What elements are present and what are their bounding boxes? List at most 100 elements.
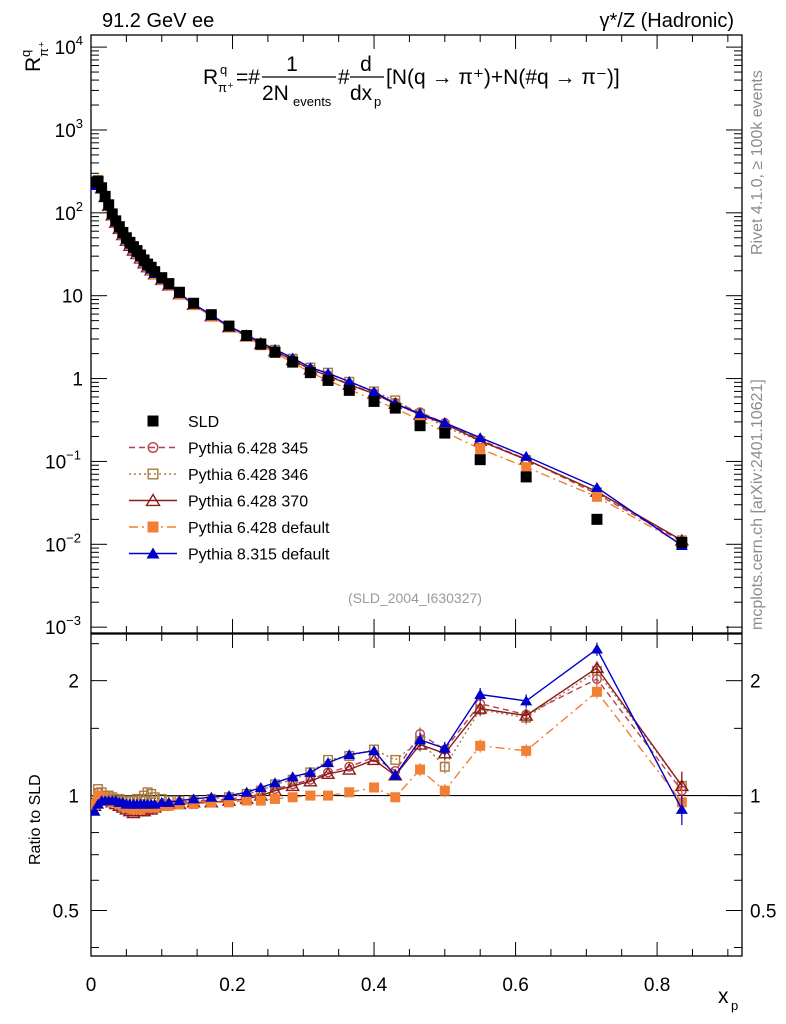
ratio-point-pythia-6-428-default: [415, 764, 426, 775]
ratio-point-pythia-8-315-default: [389, 769, 402, 780]
y-tick-label: 102: [55, 199, 83, 225]
ratio-point-pythia-6-428-345: [344, 761, 355, 772]
y-tick-label: 10−3: [45, 613, 81, 639]
ratio-tick-label-right: 2: [750, 672, 761, 693]
main-point-sld: [156, 272, 168, 284]
ratio-point-pythia-6-428-370: [437, 746, 453, 759]
main-point-sld: [173, 286, 185, 298]
formula-frac1-num: 1: [286, 53, 298, 76]
main-point-sld: [389, 402, 401, 414]
x-axis-title-main: x: [718, 985, 729, 1008]
ratio-point-pythia-6-428-default: [223, 797, 234, 808]
legend-marker-pythia-6-428-370: [145, 493, 161, 507]
ratio-point-pythia-8-315-default: [162, 796, 175, 807]
ratio-point-pythia-8-315-default: [590, 643, 603, 654]
x-tick-label: 0.6: [502, 975, 528, 996]
main-point-sld: [149, 266, 161, 278]
header-energy-label: 91.2 GeV ee: [102, 10, 214, 32]
main-point-pythia-8-315-default: [474, 432, 487, 443]
ratio-point-pythia-8-315-default: [520, 695, 533, 706]
legend-marker-pythia-6-428-345: [147, 442, 159, 454]
y-tick-label: 104: [55, 33, 83, 59]
formula-r-sub: π⁺: [218, 80, 234, 95]
main-point-sld: [241, 330, 253, 342]
main-point-pythia-8-315-default: [414, 408, 427, 419]
main-point-sld: [110, 215, 122, 227]
main-point-pythia-8-315-default: [438, 417, 451, 428]
y-tick-label: 10: [62, 287, 83, 308]
ratio-point-pythia-6-428-default: [206, 797, 217, 808]
legend-label-pythia-6-428-346: Pythia 6.428 346: [188, 467, 308, 484]
x-tick-label: 0.2: [219, 975, 245, 996]
ratio-point-pythia-8-315-default: [187, 793, 200, 804]
ratio-point-pythia-6-428-346: [146, 788, 157, 799]
ratio-line-pythia-6-428-default: [93, 690, 683, 811]
main-point-sld: [92, 175, 104, 187]
ratio-y-axis-title: Ratio to SLD: [27, 774, 44, 865]
ratio-point-pythia-6-428-default: [255, 795, 266, 806]
ratio-point-pythia-6-428-370: [320, 766, 336, 780]
ratio-point-pythia-8-315-default: [343, 749, 356, 760]
ratio-point-pythia-8-315-default: [438, 742, 451, 753]
legend: SLD Pythia 6.428 345 Pythia 6.428 346 Pythi…: [129, 414, 330, 564]
ratio-tick-label-right: 1: [750, 787, 761, 808]
y-tick-label: 10−2: [45, 530, 81, 556]
formula-frac1-den-sub: events: [293, 94, 332, 109]
ratio-point-pythia-8-315-default: [474, 688, 487, 699]
formula-r: R: [203, 66, 218, 89]
main-point-sld: [163, 278, 175, 290]
legend-label-pythia-8-315-default: Pythia 8.315 default: [188, 547, 330, 564]
formula-hash: #: [338, 66, 350, 89]
legend-marker-pythia-8-315-default: [146, 547, 160, 559]
ratio-point-pythia-6-428-default: [287, 792, 298, 803]
formula-frac2-den-sub: p: [374, 94, 381, 109]
main-point-sld: [591, 513, 603, 525]
ratio-tick-label-right: 0.5: [750, 901, 776, 922]
main-point-sld: [520, 471, 532, 483]
ratio-point-pythia-6-428-default: [305, 790, 316, 801]
y-tick-label: 1: [72, 370, 83, 391]
main-point-sld: [113, 221, 125, 233]
ratio-point-pythia-8-315-default: [205, 791, 218, 802]
ratio-point-pythia-6-428-default: [241, 795, 252, 806]
main-point-pythia-6-428-default: [591, 491, 602, 502]
side-label-rivet: Rivet 4.1.0, ≥ 100k events: [749, 70, 766, 255]
legend-marker-pythia-6-428-default: [147, 521, 159, 533]
x-tick-label: 0.4: [361, 975, 388, 996]
ratio-point-pythia-6-428-default: [521, 745, 532, 756]
x-tick-label: 0.8: [644, 975, 670, 996]
x-axis-title-sub: p: [731, 998, 738, 1013]
main-point-pythia-8-315-default: [590, 482, 603, 493]
ratio-point-pythia-8-315-default: [304, 766, 317, 777]
ratio-point-pythia-8-315-default: [675, 803, 688, 814]
main-point-sld: [322, 374, 334, 386]
main-point-sld: [96, 182, 108, 194]
y-axis-title-sub: π⁺: [36, 41, 51, 57]
ratio-point-pythia-6-428-default: [188, 799, 199, 810]
x-tick-label: 0: [86, 975, 97, 996]
ratio-point-pythia-6-428-default: [390, 792, 401, 803]
formula-frac2-num: d: [360, 53, 372, 76]
legend-label-pythia-6-428-default: Pythia 6.428 default: [188, 520, 330, 537]
ratio-tick-label: 2: [68, 672, 79, 693]
main-point-sld: [205, 309, 217, 321]
ratio-point-pythia-6-428-370: [342, 762, 357, 775]
main-point-sld: [223, 320, 235, 332]
legend-marker-pythia-6-428-346: [147, 468, 159, 480]
ratio-point-pythia-6-428-370: [285, 779, 300, 792]
main-point-sld: [103, 199, 115, 211]
main-point-sld: [106, 208, 118, 220]
header-process-label: γ*/Z (Hadronic): [600, 10, 734, 32]
ratio-point-pythia-8-315-default: [268, 777, 281, 788]
main-plot-frame: [90, 34, 743, 634]
formula-eq: =#: [236, 66, 260, 89]
ratio-y-axis: 0.5 0.5 1 1 2 2: [53, 643, 776, 948]
ratio-point-pythia-6-428-default: [439, 785, 450, 796]
main-point-sld: [414, 420, 426, 432]
main-point-sld: [474, 454, 486, 466]
main-point-pythia-8-315-default: [520, 450, 533, 461]
legend-label-pythia-6-428-370: Pythia 6.428 370: [188, 494, 308, 511]
main-point-sld: [343, 384, 355, 396]
